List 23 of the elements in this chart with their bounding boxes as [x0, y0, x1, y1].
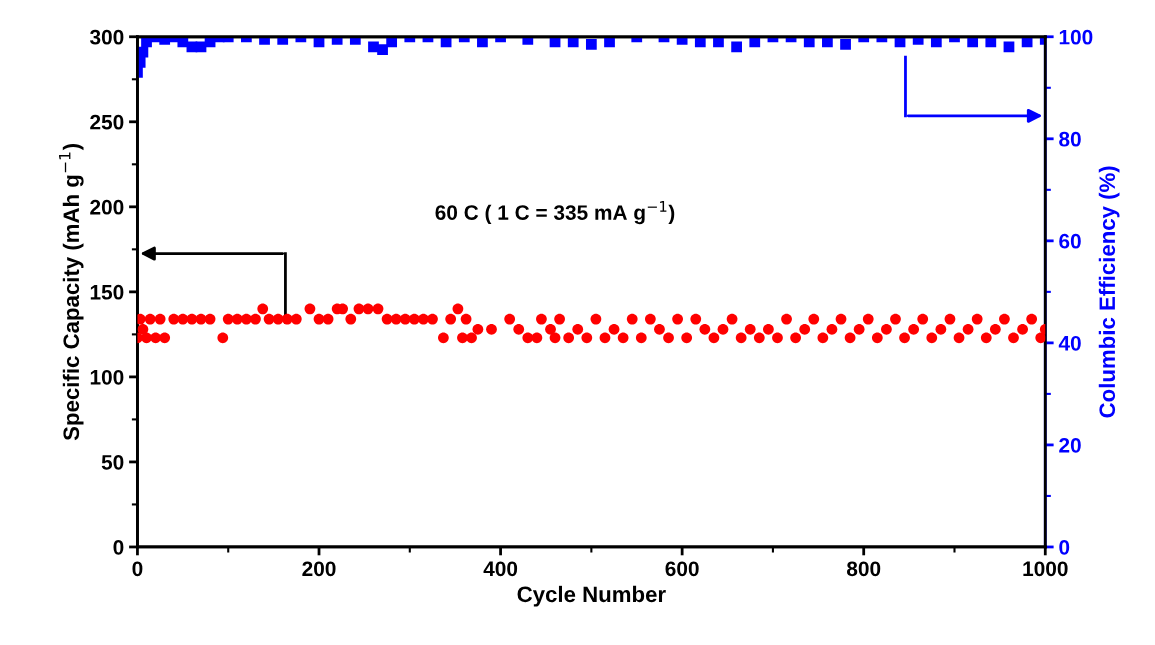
y-tick-label: 50	[101, 454, 124, 470]
y2-axis-title: Columbic Efficiency (%)	[1098, 166, 1120, 418]
y-axis-title: Specific Capacity (mAh g$^{−1}$)	[59, 144, 84, 441]
x-axis-title: Cycle Number	[517, 585, 666, 607]
y-tick-label: 0	[113, 539, 124, 555]
annotation: 60 C ( 1 C = 335 mA g$^{−1}$)	[435, 201, 675, 225]
y2-tick-label: 40	[1058, 335, 1081, 351]
y-tick-label: 250	[90, 114, 124, 130]
y-tick-label: 300	[89, 29, 124, 45]
y-tick-label: 100	[90, 369, 124, 385]
x-tick-label: 0	[132, 561, 143, 577]
y2-tick-label: 80	[1059, 131, 1081, 147]
x-tick-label: 400	[483, 561, 518, 577]
x-tick-label: 1000	[1023, 561, 1068, 577]
y2-tick-label: 20	[1059, 437, 1081, 453]
y2-tick-label: 100	[1059, 29, 1093, 45]
y2-tick-label: 60	[1059, 233, 1081, 249]
y2-tick-label: 0	[1059, 539, 1070, 555]
x-tick-label: 200	[302, 561, 336, 577]
y-tick-label: 150	[90, 284, 124, 300]
x-tick-label: 800	[846, 561, 881, 577]
y-tick-label: 200	[90, 199, 124, 215]
x-tick-label: 600	[665, 561, 699, 577]
